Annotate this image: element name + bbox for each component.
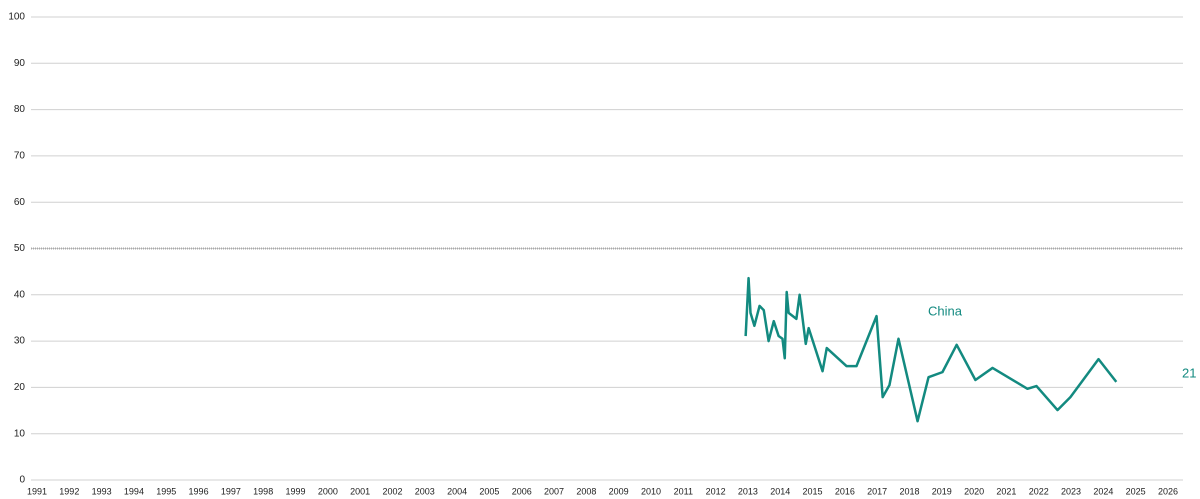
y-tick-label: 90 xyxy=(14,58,26,69)
series-name: China xyxy=(928,303,963,318)
x-tick-label: 2013 xyxy=(738,486,758,496)
y-tick-label: 30 xyxy=(14,336,26,347)
x-tick-label: 2006 xyxy=(512,486,532,496)
x-tick-label: 2011 xyxy=(674,486,693,496)
y-tick-label: 50 xyxy=(14,243,26,254)
y-tick-label: 10 xyxy=(14,428,26,439)
x-tick-label: 1995 xyxy=(156,486,176,496)
x-tick-label: 2009 xyxy=(609,486,629,496)
x-tick-label: 2018 xyxy=(899,486,919,496)
x-tick-label: 2024 xyxy=(1093,486,1113,496)
y-tick-label: 20 xyxy=(14,382,26,393)
x-tick-label: 2001 xyxy=(350,486,370,496)
y-tick-label: 100 xyxy=(8,12,25,23)
x-tick-label: 2014 xyxy=(770,486,790,496)
x-tick-label: 2005 xyxy=(479,486,499,496)
y-tick-label: 0 xyxy=(19,475,25,486)
x-tick-label: 2012 xyxy=(706,486,726,496)
x-tick-label: 2021 xyxy=(996,486,1016,496)
x-tick-label: 2008 xyxy=(576,486,596,496)
x-tick-label: 2007 xyxy=(544,486,564,496)
x-tick-label: 2023 xyxy=(1061,486,1081,496)
x-tick-label: 1994 xyxy=(124,486,144,496)
x-tick-label: 2010 xyxy=(641,486,661,496)
x-tick-label: 2000 xyxy=(318,486,338,496)
x-tick-label: 2015 xyxy=(803,486,823,496)
x-tick-label: 2016 xyxy=(835,486,855,496)
x-tick-label: 1991 xyxy=(27,486,47,496)
x-tick-label: 2003 xyxy=(415,486,435,496)
x-tick-label: 2017 xyxy=(867,486,887,496)
x-tick-label: 2020 xyxy=(964,486,984,496)
x-tick-label: 2002 xyxy=(382,486,402,496)
x-tick-label: 2022 xyxy=(1029,486,1049,496)
x-tick-label: 2019 xyxy=(932,486,952,496)
x-tick-label: 1998 xyxy=(253,486,273,496)
series-line xyxy=(744,276,1118,423)
x-tick-label: 1992 xyxy=(59,486,79,496)
x-tick-label: 2025 xyxy=(1126,486,1146,496)
x-tick-label: 1999 xyxy=(285,486,305,496)
x-tick-label: 2026 xyxy=(1158,486,1178,496)
y-tick-label: 60 xyxy=(14,197,26,208)
x-tick-label: 1997 xyxy=(221,486,241,496)
x-tick-label: 1993 xyxy=(92,486,112,496)
end-label: 21 xyxy=(1182,365,1196,380)
y-tick-label: 70 xyxy=(14,151,26,162)
x-tick-label: 2004 xyxy=(447,486,467,496)
y-tick-label: 80 xyxy=(14,104,26,115)
y-tick-label: 40 xyxy=(14,289,26,300)
x-tick-label: 1996 xyxy=(189,486,209,496)
